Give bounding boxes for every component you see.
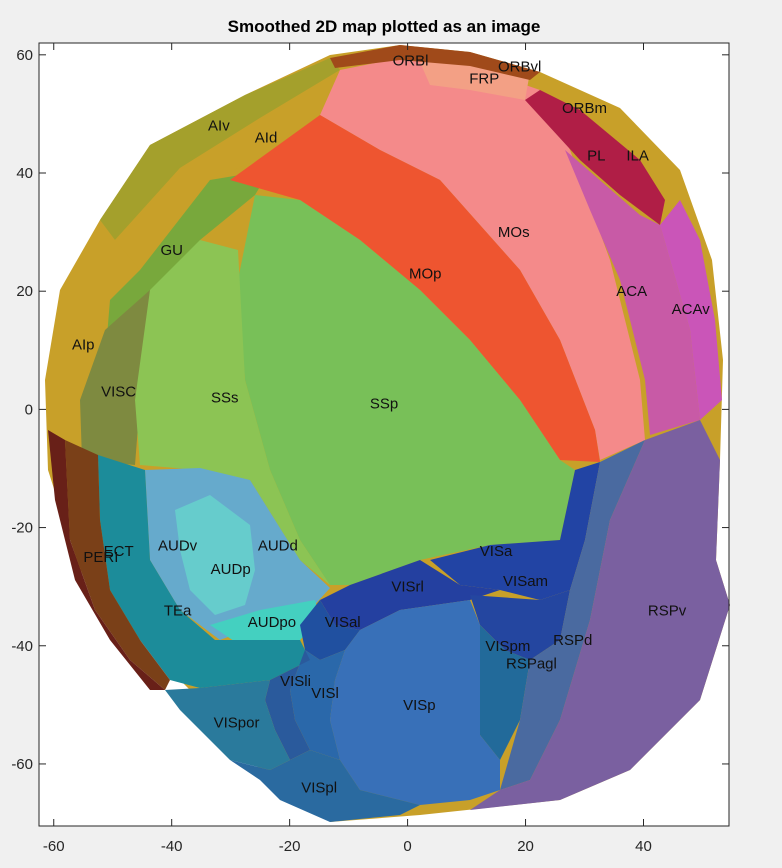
region-rspv <box>470 420 730 810</box>
region-label-visam: VISam <box>503 573 548 590</box>
x-tick-label: 0 <box>403 838 411 855</box>
region-label-gu: GU <box>160 242 183 259</box>
x-tick-label: -20 <box>279 838 301 855</box>
region-ect <box>65 440 170 690</box>
region-label-orbm: ORBm <box>562 100 607 117</box>
region-label-rspd: RSPd <box>553 632 592 649</box>
region-aiv <box>100 58 340 240</box>
plot-frame <box>38 42 730 827</box>
region-vispm <box>480 625 530 760</box>
y-tick-label: 0 <box>25 401 33 418</box>
region-label-audpo: AUDpo <box>248 614 296 631</box>
region-orbl <box>330 45 540 80</box>
region-visam <box>470 590 570 660</box>
region-peri <box>48 430 165 690</box>
region-sss <box>135 240 330 585</box>
region-label-orbvl: ORBvl <box>498 59 541 76</box>
region-label-mop: MOp <box>409 265 442 282</box>
region-label-vispl: VISpl <box>301 780 337 797</box>
region-label-ssp: SSp <box>370 395 398 412</box>
region-label-visal: VISal <box>325 614 361 631</box>
region-label-frp: FRP <box>469 70 499 87</box>
region-label-aiv: AIv <box>208 118 230 135</box>
region-label-vispm: VISpm <box>485 638 530 655</box>
x-tick-label: -60 <box>43 838 65 855</box>
region-label-visl: VISl <box>311 685 339 702</box>
region-label-aip: AIp <box>72 336 95 353</box>
y-tick-label: 60 <box>16 47 33 64</box>
region-label-acav: ACAv <box>672 301 711 318</box>
axis-layer: -60 -40 -20 0 20 40 60 40 20 0 -20 -40 -60 <box>11 43 729 855</box>
region-visl <box>290 650 345 760</box>
region-label-aid: AId <box>255 130 278 147</box>
region-tea <box>98 455 310 688</box>
y-tick-label: 40 <box>16 165 33 182</box>
region-label-visa: VISa <box>480 543 513 560</box>
region-rspagl <box>500 440 645 790</box>
region-mop <box>230 115 600 462</box>
y-tick-label: -60 <box>11 756 33 773</box>
region-label-rspv: RSPv <box>648 602 687 619</box>
region-visrl <box>320 560 500 630</box>
region-label-ila: ILA <box>626 147 649 164</box>
y-tick-label: 20 <box>16 283 33 300</box>
y-tick-label: -40 <box>11 638 33 655</box>
region-label-aca: ACA <box>616 283 647 300</box>
region-label-visp: VISp <box>403 697 436 714</box>
region-label-rspagl: RSPagl <box>506 655 557 672</box>
regions-layer <box>45 45 730 822</box>
region-audp <box>175 495 255 615</box>
y-tick-label: -20 <box>11 520 33 537</box>
region-label-visc: VISC <box>101 384 136 401</box>
region-label-mos: MOs <box>498 224 530 241</box>
region-label-vispor: VISpor <box>214 715 260 732</box>
region-orbm <box>525 90 665 225</box>
region-label-audv: AUDv <box>158 537 198 554</box>
region-label-visli: VISli <box>280 673 311 690</box>
region-audpo <box>210 600 320 645</box>
region-aid <box>115 70 345 270</box>
x-tick-label: 40 <box>635 838 652 855</box>
region-label-peri: PERI <box>83 549 118 566</box>
region-label-tea: TEa <box>164 602 192 619</box>
x-tick-label: 20 <box>517 838 534 855</box>
region-label-sss: SSs <box>211 390 239 407</box>
region-label-ect: ECT <box>104 543 134 560</box>
region-visp <box>330 600 500 805</box>
region-aca <box>565 150 700 435</box>
region-ssp <box>238 195 575 585</box>
region-vispor <box>165 680 290 770</box>
region-label-audd: AUDd <box>258 537 298 554</box>
chart-title: Smoothed 2D map plotted as an image <box>227 17 541 36</box>
region-vispl <box>230 750 420 822</box>
region-acav <box>660 200 722 420</box>
region-visc <box>80 290 150 465</box>
region-label-pl: PL <box>587 147 605 164</box>
region-mos-outer <box>320 58 645 460</box>
region-label-orbl: ORBl <box>393 53 429 70</box>
x-tick-label: -40 <box>161 838 183 855</box>
region-label-audp: AUDp <box>211 561 251 578</box>
region-visal <box>300 600 360 660</box>
region-label-visrl: VISrl <box>391 579 424 596</box>
region-visa <box>430 462 600 600</box>
